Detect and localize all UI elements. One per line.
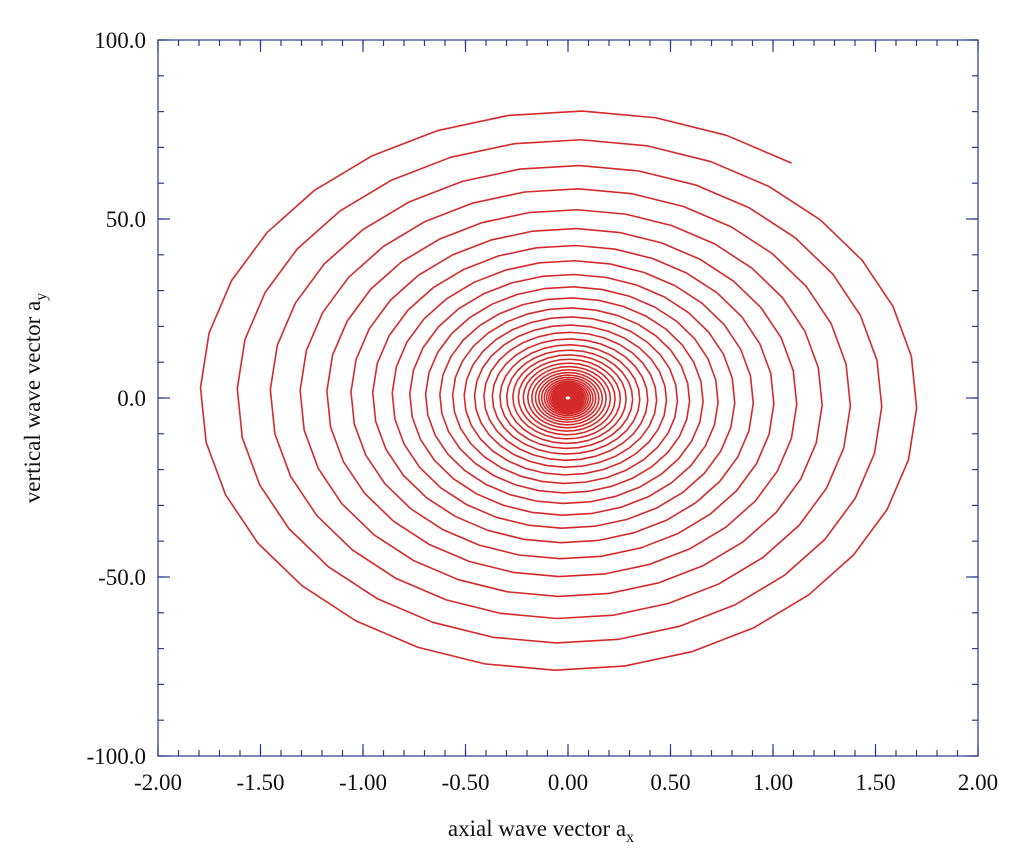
- x-tick-label: 1.00: [753, 770, 793, 795]
- y-axis-label-subscript: y: [33, 293, 50, 301]
- x-axis-label-subscript: x: [626, 829, 634, 846]
- y-tick-label: 100.0: [94, 28, 146, 53]
- x-axis-label: axial wave vector ax: [448, 816, 634, 846]
- axis-ticks: [157, 39, 979, 757]
- series-line-0: [199, 110, 918, 672]
- y-tick-label: -100.0: [87, 744, 146, 769]
- x-tick-label: 2.00: [958, 770, 998, 795]
- x-tick-label: -0.50: [442, 770, 490, 795]
- y-tick-label: 50.0: [106, 207, 146, 232]
- plot-frame: [157, 39, 979, 757]
- series-layer: [199, 110, 918, 672]
- y-tick-label: 0.0: [117, 386, 146, 411]
- y-axis-label: vertical wave vector ay: [20, 293, 50, 503]
- x-tick-label: 1.50: [855, 770, 895, 795]
- x-tick-label: -1.00: [339, 770, 387, 795]
- x-tick-label: 0.00: [548, 770, 588, 795]
- x-tick-label: 0.50: [650, 770, 690, 795]
- x-tick-label: -1.50: [237, 770, 285, 795]
- x-tick-label: -2.00: [134, 770, 182, 795]
- axis-tick-labels: -2.00 -1.50 -1.00 -0.50 0.00 0.50 1.00 1.50 2.00…: [87, 28, 999, 795]
- y-tick-label: -50.0: [98, 565, 146, 590]
